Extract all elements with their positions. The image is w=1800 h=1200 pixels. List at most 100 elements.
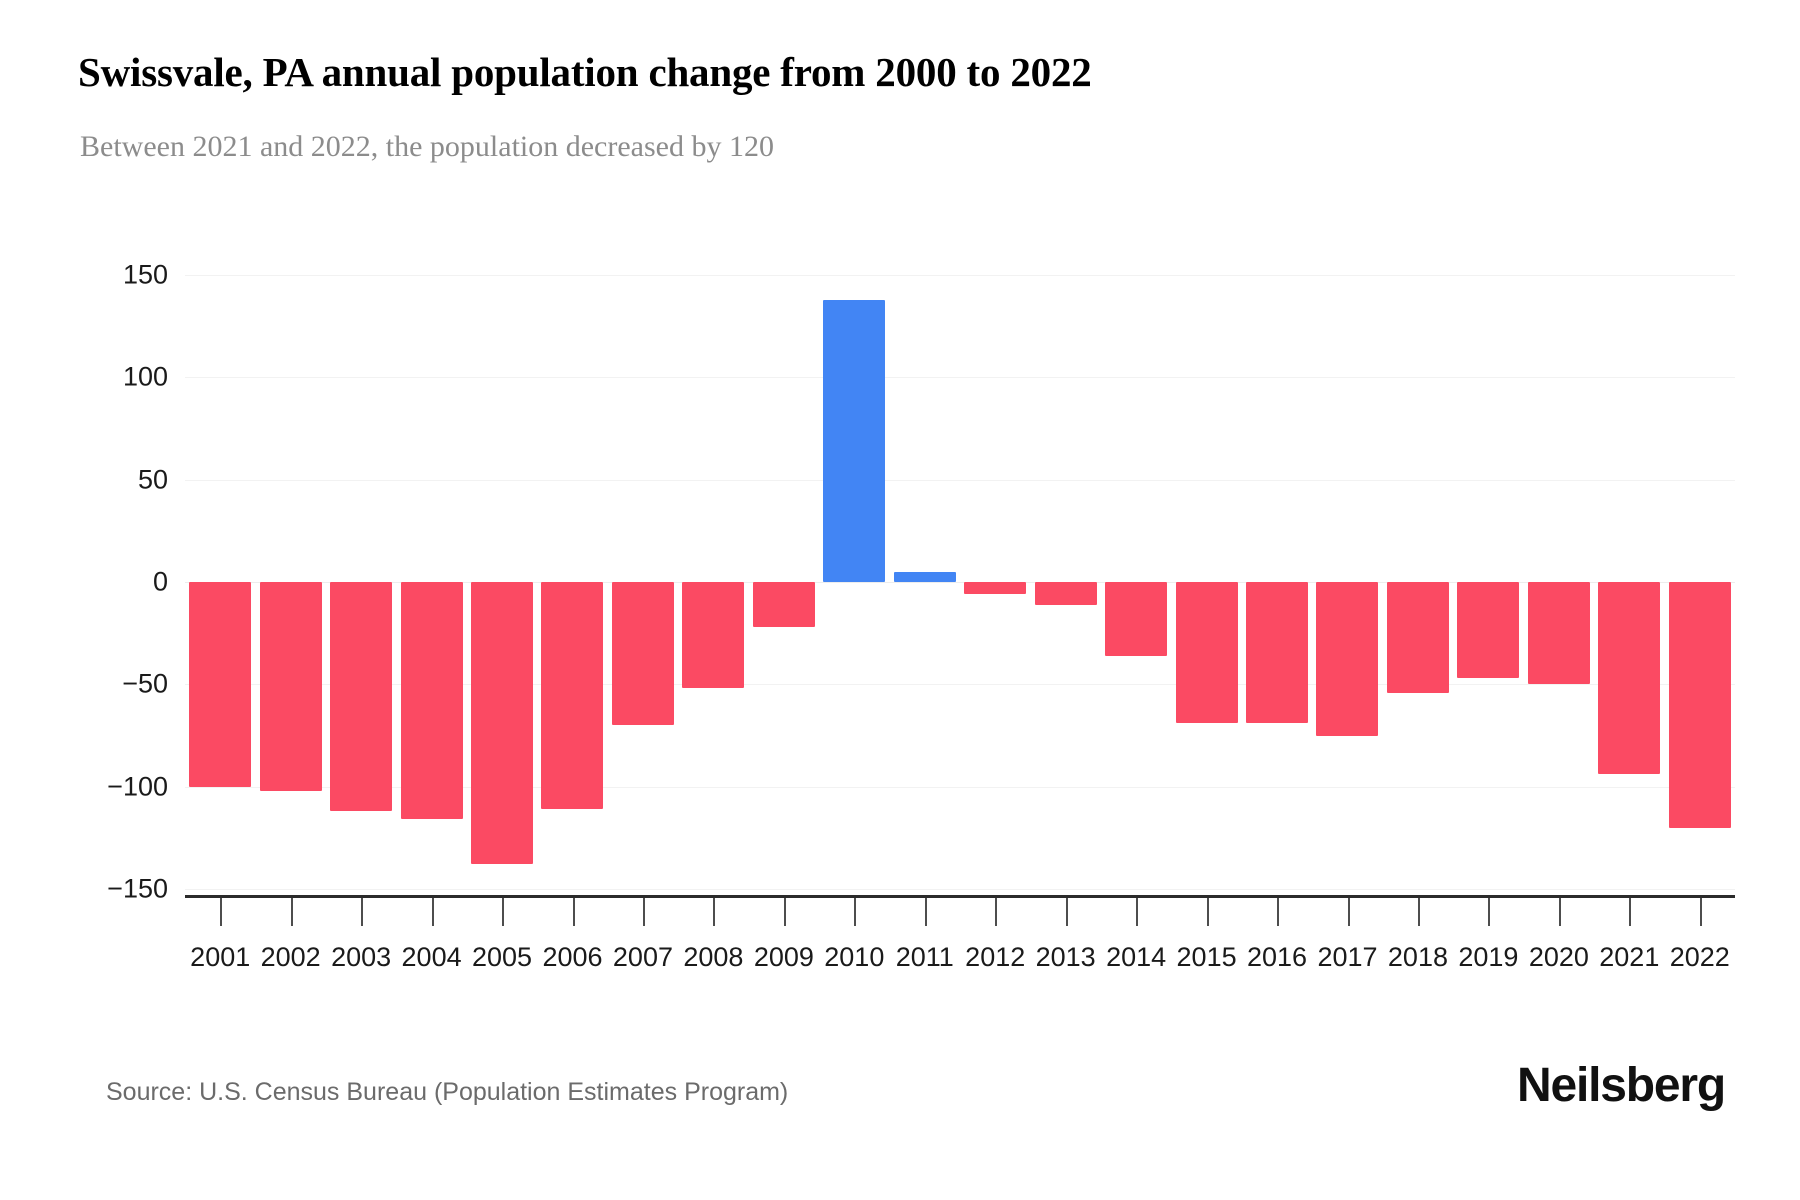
- bar-slot: [467, 275, 537, 895]
- x-tick-mark: [783, 898, 786, 926]
- x-tick-mark: [1065, 898, 1068, 926]
- bar-2012[interactable]: [964, 582, 1027, 595]
- page-title: Swissvale, PA annual population change f…: [78, 49, 1092, 95]
- x-axis-label-2015: 2015: [1176, 942, 1237, 972]
- bar-2019[interactable]: [1457, 582, 1520, 679]
- bar-slot: [1312, 275, 1382, 895]
- x-tick-mark: [642, 898, 645, 926]
- x-tick-mark: [361, 898, 364, 926]
- bar-series: [185, 275, 1735, 895]
- x-tick-mark: [1417, 898, 1420, 926]
- bar-slot: [1594, 275, 1664, 895]
- x-tick-mark: [1347, 898, 1350, 926]
- x-axis-label-2013: 2013: [1035, 942, 1096, 972]
- x-tick-mark: [1136, 898, 1139, 926]
- y-axis-label: 0: [152, 566, 168, 597]
- bar-2010[interactable]: [823, 299, 886, 582]
- bar-2016[interactable]: [1246, 582, 1309, 724]
- x-tick-mark: [290, 898, 293, 926]
- bar-2008[interactable]: [682, 582, 745, 689]
- bar-2022[interactable]: [1668, 582, 1731, 828]
- bar-slot: [1101, 275, 1171, 895]
- x-axis-label-2016: 2016: [1246, 942, 1308, 972]
- bar-slot: [396, 275, 466, 895]
- bar-slot: [1524, 275, 1594, 895]
- x-tick-mark: [854, 898, 857, 926]
- bar-2021[interactable]: [1598, 582, 1661, 775]
- x-axis-label-2002: 2002: [260, 942, 321, 972]
- source-note: Source: U.S. Census Bureau (Population E…: [106, 1078, 789, 1106]
- bar-slot: [678, 275, 748, 895]
- bar-2001[interactable]: [189, 582, 252, 787]
- bar-slot: [1453, 275, 1523, 895]
- bar-slot: [1383, 275, 1453, 895]
- bar-2011[interactable]: [893, 571, 956, 582]
- bar-slot: [1171, 275, 1241, 895]
- bar-2014[interactable]: [1105, 582, 1168, 656]
- x-tick-mark: [431, 898, 434, 926]
- bar-slot: [1030, 275, 1100, 895]
- gridline-150: [185, 275, 1735, 276]
- bar-2013[interactable]: [1034, 582, 1097, 605]
- bar-2004[interactable]: [400, 582, 463, 820]
- gridline-50: [185, 479, 1735, 481]
- x-axis-label-2020: 2020: [1528, 942, 1589, 972]
- bar-slot: [819, 275, 889, 895]
- page-subtitle: Between 2021 and 2022, the population de…: [80, 130, 774, 163]
- bar-slot: [326, 275, 396, 895]
- x-tick-mark: [502, 898, 505, 926]
- bar-2017[interactable]: [1316, 582, 1379, 736]
- y-axis-label: −100: [107, 771, 168, 802]
- bar-slot: [608, 275, 678, 895]
- x-axis-label-2019: 2019: [1458, 942, 1519, 972]
- bar-slot: [890, 275, 960, 895]
- bar-slot: [537, 275, 607, 895]
- bar-slot: [1665, 275, 1735, 895]
- x-tick-mark: [220, 898, 223, 926]
- x-axis-label-2014: 2014: [1106, 942, 1167, 972]
- y-axis-label: 100: [122, 361, 168, 392]
- y-axis-label: −50: [122, 668, 168, 699]
- gridline-0: [185, 582, 1735, 583]
- x-axis-label-2012: 2012: [965, 942, 1026, 972]
- x-axis-label-2003: 2003: [331, 942, 392, 972]
- bar-slot: [1242, 275, 1312, 895]
- x-axis-label-2021: 2021: [1599, 942, 1660, 972]
- gridline-100: [185, 377, 1735, 379]
- x-tick-mark: [1206, 898, 1209, 926]
- bar-2020[interactable]: [1527, 582, 1590, 685]
- bar-2018[interactable]: [1386, 582, 1449, 693]
- bar-slot: [749, 275, 819, 895]
- y-axis-label: −150: [107, 873, 168, 904]
- x-tick-mark: [1277, 898, 1280, 926]
- x-axis-label-2007: 2007: [612, 942, 673, 972]
- x-axis-label-2005: 2005: [471, 942, 533, 972]
- bar-2005[interactable]: [471, 582, 534, 865]
- bar-2015[interactable]: [1175, 582, 1238, 724]
- x-axis-label-2017: 2017: [1317, 942, 1378, 972]
- x-tick-mark: [1629, 898, 1632, 926]
- x-axis-label-2011: 2011: [895, 942, 954, 972]
- x-axis-label-2018: 2018: [1387, 942, 1448, 972]
- bar-slot: [255, 275, 325, 895]
- x-axis-label-2001: 2001: [190, 942, 251, 972]
- gridline--50: [185, 684, 1735, 686]
- x-tick-mark: [1558, 898, 1561, 926]
- y-axis-label: 50: [137, 464, 168, 495]
- y-axis-label: 150: [122, 259, 168, 290]
- bar-2002[interactable]: [259, 582, 322, 791]
- bar-2003[interactable]: [330, 582, 393, 812]
- x-tick-mark: [1699, 898, 1702, 926]
- bar-2007[interactable]: [611, 582, 674, 726]
- x-axis-label-2006: 2006: [542, 942, 603, 972]
- x-tick-mark: [995, 898, 998, 926]
- bar-2009[interactable]: [752, 582, 815, 628]
- bar-2006[interactable]: [541, 582, 604, 810]
- x-axis-label-2022: 2022: [1669, 942, 1730, 972]
- x-tick-mark: [1488, 898, 1491, 926]
- bar-slot: [185, 275, 255, 895]
- x-tick-mark: [713, 898, 716, 926]
- x-axis-line: [185, 895, 1735, 898]
